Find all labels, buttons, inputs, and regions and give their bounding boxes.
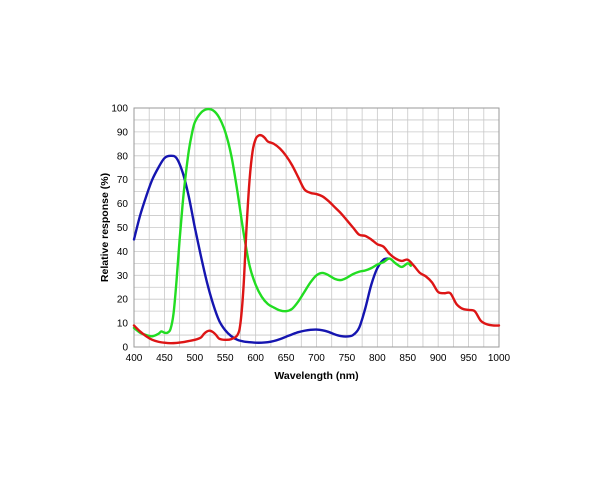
x-tick-label: 900 (430, 353, 447, 364)
y-tick-label: 20 (117, 295, 129, 306)
y-tick-label: 80 (117, 151, 129, 162)
y-tick-label: 60 (117, 199, 129, 210)
y-tick-label: 30 (117, 271, 129, 282)
x-tick-label: 650 (278, 353, 295, 364)
x-axis-label: Wavelength (nm) (274, 370, 358, 382)
x-tick-label: 450 (156, 353, 173, 364)
series-line-1 (132, 107, 412, 338)
x-tick-label: 600 (247, 353, 264, 364)
y-tick-label: 0 (122, 343, 128, 354)
x-tick-label: 800 (369, 353, 386, 364)
x-tick-label: 400 (126, 353, 143, 364)
y-tick-label: 40 (117, 247, 129, 258)
x-tick-label: 850 (399, 353, 416, 364)
x-tick-label: 950 (460, 353, 477, 364)
x-tick-label: 550 (217, 353, 234, 364)
x-tick-label: 500 (186, 353, 203, 364)
x-tick-label: 750 (339, 353, 356, 364)
series-line-0 (132, 154, 390, 344)
series-line-2 (132, 133, 501, 345)
plot-frame (133, 107, 500, 348)
y-tick-label: 90 (117, 127, 129, 138)
series-group (132, 107, 501, 345)
x-tick-label: 700 (308, 353, 325, 364)
y-tick-label: 100 (111, 104, 128, 115)
x-tick-label: 1000 (488, 353, 511, 364)
y-tick-label: 50 (117, 223, 129, 234)
y-axis-label: Relative response (%) (99, 173, 111, 282)
y-tick-label: 10 (117, 319, 129, 330)
tick-labels: 400 450 500 550 600 650 700 750 800 850 900 950 1000… (111, 104, 510, 365)
y-tick-label: 70 (117, 175, 129, 186)
